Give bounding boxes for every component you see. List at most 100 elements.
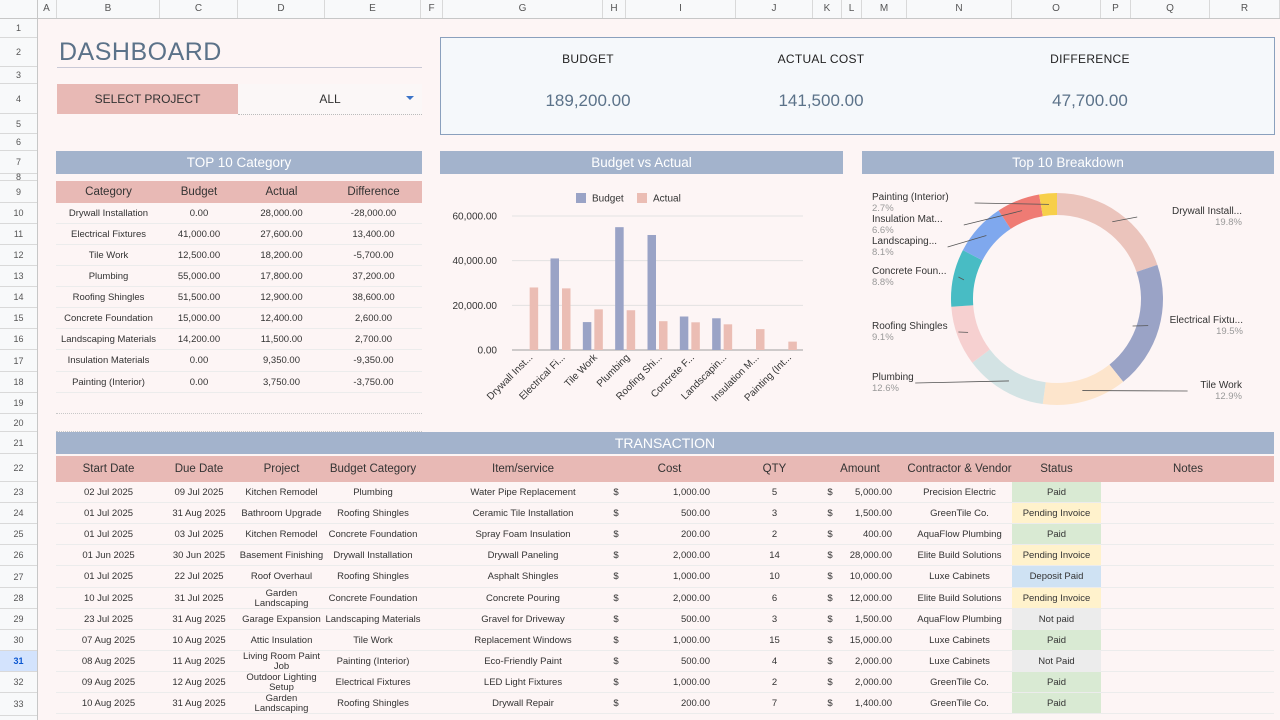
- column-header-o[interactable]: O: [1012, 0, 1101, 18]
- category-header-category: Category: [85, 185, 132, 198]
- row-header-13[interactable]: 13: [0, 266, 37, 287]
- row-header-3[interactable]: 3: [0, 67, 37, 84]
- tx-notes-cell[interactable]: [1101, 482, 1275, 503]
- row-header-6[interactable]: 6: [0, 134, 37, 151]
- tx-notes-cell[interactable]: [1101, 524, 1275, 545]
- bar-actual: [594, 309, 603, 350]
- tx-cell-due-date: 12 Aug 2025: [172, 676, 226, 688]
- row-header-33[interactable]: 33: [0, 693, 37, 716]
- row-header-19[interactable]: 19: [0, 393, 37, 414]
- column-header-f[interactable]: F: [421, 0, 443, 18]
- row-header-14[interactable]: 14: [0, 287, 37, 308]
- column-header-e[interactable]: E: [325, 0, 421, 18]
- row-header-18[interactable]: 18: [0, 372, 37, 393]
- tx-status-badge[interactable]: Pending Invoice: [1012, 545, 1101, 565]
- donut-leader-line: [1112, 216, 1138, 223]
- row-header-10[interactable]: 10: [0, 203, 37, 224]
- tx-cell-qty: 5: [771, 486, 778, 498]
- tx-status-badge[interactable]: Not Paid: [1012, 651, 1101, 671]
- tx-row-divider: [56, 650, 1274, 651]
- row-header-24[interactable]: 24: [0, 503, 37, 524]
- column-header-c[interactable]: C: [160, 0, 238, 18]
- tx-notes-cell[interactable]: [1101, 693, 1275, 714]
- tx-status-badge[interactable]: Paid: [1012, 524, 1101, 544]
- row-header-9[interactable]: 9: [0, 181, 37, 203]
- tx-status-badge[interactable]: Paid: [1012, 672, 1101, 692]
- tx-cost-currency: $: [613, 528, 619, 540]
- donut-slice: [1042, 364, 1124, 405]
- row-header-21[interactable]: 21: [0, 432, 37, 454]
- legend-actual-swatch: [637, 193, 647, 203]
- column-header-m[interactable]: M: [862, 0, 907, 18]
- dropdown-caret-icon[interactable]: [406, 96, 414, 100]
- row-header-5[interactable]: 5: [0, 114, 37, 134]
- row-header-17[interactable]: 17: [0, 350, 37, 372]
- row-header-32[interactable]: 32: [0, 672, 37, 693]
- tx-notes-cell[interactable]: [1101, 672, 1275, 693]
- tx-amount-currency: $: [827, 613, 833, 625]
- column-header-b[interactable]: B: [57, 0, 160, 18]
- row-header-25[interactable]: 25: [0, 524, 37, 545]
- row-header-22[interactable]: 22: [0, 454, 37, 482]
- row-header-15[interactable]: 15: [0, 308, 37, 329]
- select-all-corner[interactable]: [0, 0, 38, 19]
- column-header-l[interactable]: L: [842, 0, 862, 18]
- column-header-n[interactable]: N: [907, 0, 1012, 18]
- project-select-dropdown[interactable]: ALL: [238, 84, 422, 115]
- row-header-30[interactable]: 30: [0, 630, 37, 651]
- kpi-actual-label: ACTUAL COST: [777, 52, 865, 66]
- tx-status-badge[interactable]: Paid: [1012, 482, 1101, 502]
- row-header-16[interactable]: 16: [0, 329, 37, 350]
- bar-budget: [647, 234, 656, 350]
- tx-notes-cell[interactable]: [1101, 609, 1275, 630]
- column-header-i[interactable]: I: [626, 0, 736, 18]
- tx-cell-qty: 3: [771, 613, 778, 625]
- column-header-p[interactable]: P: [1101, 0, 1131, 18]
- row-header-8[interactable]: 8: [0, 172, 37, 182]
- tx-row-divider: [56, 565, 1274, 566]
- tx-cell-due-date: 31 Aug 2025: [172, 507, 226, 519]
- column-header-h[interactable]: H: [603, 0, 626, 18]
- column-header-r[interactable]: R: [1210, 0, 1280, 18]
- column-header-a[interactable]: A: [37, 0, 57, 18]
- tx-notes-cell[interactable]: [1101, 503, 1275, 524]
- tx-cell-project: Garage Expansion: [242, 613, 321, 625]
- row-header-28[interactable]: 28: [0, 588, 37, 609]
- row-header-7[interactable]: 7: [0, 151, 37, 174]
- tx-cell-start-date: 09 Aug 2025: [81, 676, 136, 688]
- row-header-26[interactable]: 26: [0, 545, 37, 566]
- column-header-d[interactable]: D: [238, 0, 325, 18]
- tx-status-badge[interactable]: Pending Invoice: [1012, 588, 1101, 608]
- row-header-11[interactable]: 11: [0, 224, 37, 245]
- tx-notes-cell[interactable]: [1101, 566, 1275, 588]
- row-header-27[interactable]: 27: [0, 566, 37, 588]
- column-header-g[interactable]: G: [443, 0, 603, 18]
- category-row-divider: [56, 349, 422, 350]
- tx-header-amount: Amount: [840, 462, 880, 475]
- category-cell-difference: 37,200.00: [352, 270, 395, 282]
- tx-cell-amount: 1,400.00: [855, 697, 892, 709]
- tx-notes-cell[interactable]: [1101, 588, 1275, 609]
- tx-status-badge[interactable]: Pending Invoice: [1012, 503, 1101, 523]
- tx-status-badge[interactable]: Paid: [1012, 630, 1101, 650]
- tx-notes-cell[interactable]: [1101, 545, 1275, 566]
- row-header-2[interactable]: 2: [0, 38, 37, 67]
- row-header-1[interactable]: 1: [0, 18, 37, 38]
- row-header-12[interactable]: 12: [0, 245, 37, 266]
- row-header-29[interactable]: 29: [0, 609, 37, 630]
- column-header-k[interactable]: K: [813, 0, 842, 18]
- category-cell-difference: 2,700.00: [355, 333, 392, 345]
- row-header-20[interactable]: 20: [0, 414, 37, 432]
- tx-status-badge[interactable]: Not paid: [1012, 609, 1101, 629]
- column-header-j[interactable]: J: [736, 0, 813, 18]
- row-header-4[interactable]: 4: [0, 84, 37, 114]
- row-header-31[interactable]: 31: [0, 651, 37, 672]
- tx-status-badge[interactable]: Deposit Paid: [1012, 566, 1101, 587]
- row-header-23[interactable]: 23: [0, 482, 37, 503]
- column-header-q[interactable]: Q: [1131, 0, 1210, 18]
- tx-notes-cell[interactable]: [1101, 651, 1275, 672]
- tx-row-divider: [56, 692, 1274, 693]
- tx-row-divider: [56, 587, 1274, 588]
- tx-notes-cell[interactable]: [1101, 630, 1275, 651]
- tx-status-badge[interactable]: Paid: [1012, 693, 1101, 713]
